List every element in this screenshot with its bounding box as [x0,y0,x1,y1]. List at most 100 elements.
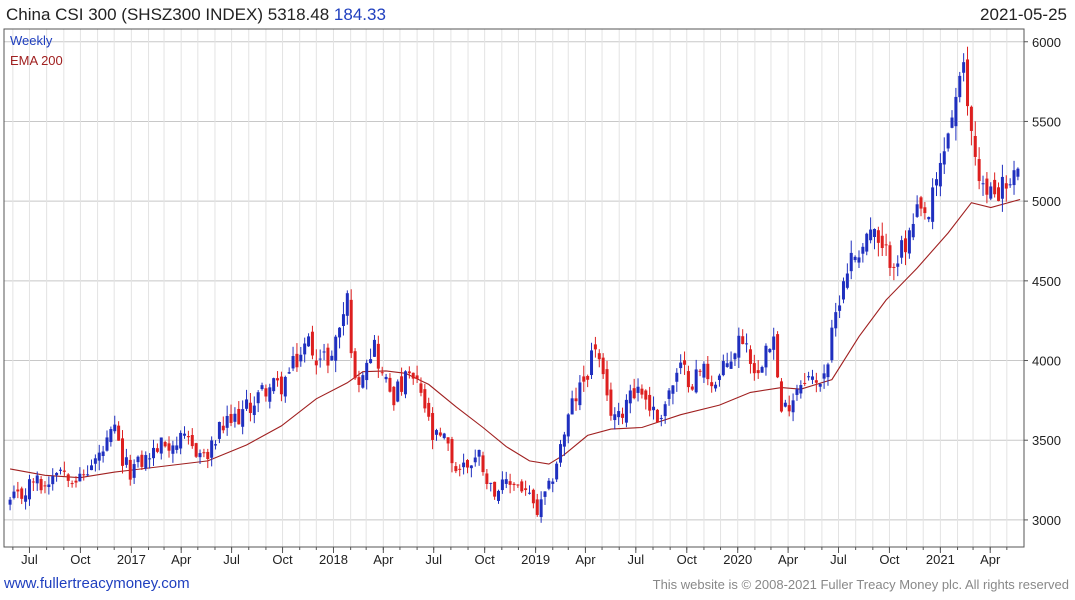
candle [640,384,644,399]
candle [1000,164,1004,212]
candle [535,493,539,517]
x-tick-label: 2020 [723,552,752,567]
candle [950,110,954,129]
candle [659,414,663,427]
candle [183,426,187,439]
plot-frame [3,28,1025,548]
x-tick-label: 2017 [117,552,146,567]
candle [198,449,202,464]
candle [931,178,935,230]
candle [562,431,566,456]
candle [989,182,993,201]
legend-weekly: Weekly [10,33,53,48]
candle [400,367,404,396]
candle [442,432,446,440]
candle [593,336,597,358]
candle [159,437,163,460]
candle [179,430,183,455]
candle [221,416,225,434]
candle [799,380,803,399]
candle [671,385,675,405]
candle [528,485,532,495]
candle [217,421,221,444]
candle [171,440,175,463]
candle [834,302,838,337]
candle [605,360,609,402]
candle [423,383,427,413]
candle [357,370,361,393]
candle [551,478,555,493]
candle [1012,160,1016,195]
candle [861,243,865,263]
chart-title-row: China CSI 300 (SHSZ300 INDEX) 5318.48 18… [6,5,386,25]
candle [330,350,334,361]
candle [981,175,985,196]
candle [384,373,388,383]
candle [16,481,20,499]
candle [783,399,787,408]
candle [609,382,613,421]
y-tick-label: 4500 [1032,274,1061,289]
x-tick-label: Jul [830,552,847,567]
candle [524,480,528,496]
x-tick-label: Oct [272,552,293,567]
candle [997,182,1001,202]
candle [969,105,973,146]
candle [694,359,698,394]
y-tick-label: 3500 [1032,433,1061,448]
candle [710,375,714,393]
candle [427,397,431,421]
candle [679,354,683,375]
candle [109,426,113,447]
candle [601,353,605,379]
candle [299,346,303,367]
candle [477,449,481,466]
candle [733,352,737,366]
candle [880,222,884,256]
candle [392,385,396,411]
candle [31,478,35,492]
candle [167,436,171,458]
candle [613,407,617,430]
candle [966,46,970,116]
candle [822,364,826,389]
price-change: 184.33 [333,5,386,24]
candle [768,348,772,354]
x-tick-label: Apr [171,552,192,567]
candle [838,295,842,319]
candle [702,361,706,383]
x-tick-label: Jul [223,552,240,567]
candle [621,407,625,425]
candle [892,263,896,281]
candle [229,404,233,427]
site-link[interactable]: www.fullertreacymoney.com [4,575,190,592]
candle [380,366,384,376]
candle [322,343,326,361]
y-tick-label: 5500 [1032,114,1061,129]
candle [252,396,256,424]
candle [415,365,419,384]
candle [993,172,997,198]
candle [1004,175,1008,202]
candle [683,351,687,375]
candle [845,263,849,290]
last-price: 5318.48 [267,5,330,24]
candle [334,334,338,373]
candle [489,482,493,492]
x-tick-label: Oct [879,552,900,567]
candle [248,392,252,422]
candle [729,351,733,369]
candle [632,378,636,400]
candle [446,437,450,451]
candle [714,381,718,392]
candle [256,390,260,413]
candle [818,383,822,392]
candle [194,442,198,459]
candle [725,352,729,368]
candle [97,444,101,471]
candle [113,415,117,434]
candle [353,348,357,380]
candle [39,476,43,494]
candle [481,451,485,476]
candle [233,407,237,428]
